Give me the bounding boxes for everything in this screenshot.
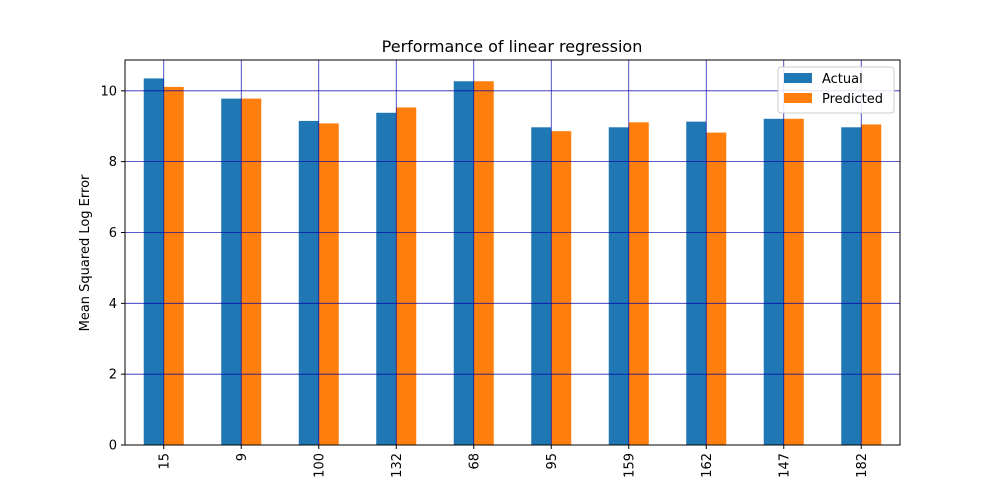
y-tick-label: 6 xyxy=(109,226,117,241)
bar-predicted-159 xyxy=(628,122,649,446)
bar-predicted-95 xyxy=(551,131,572,445)
x-tick-label: 68 xyxy=(467,453,482,470)
legend-label-actual: Actual xyxy=(822,72,863,87)
y-axis-ticks: 0 2 4 6 8 10 xyxy=(100,84,125,454)
bar-actual-15 xyxy=(143,78,164,445)
x-tick-label: 95 xyxy=(545,453,560,470)
bar-actual-159 xyxy=(608,127,629,445)
plot-frame xyxy=(124,59,901,446)
bar-actual-147 xyxy=(763,118,784,445)
bar-predicted-9 xyxy=(241,98,262,445)
chart-title: Performance of linear regression xyxy=(382,37,643,56)
bar-predicted-68 xyxy=(473,81,494,445)
bar-predicted-132 xyxy=(396,107,417,445)
bar-actual-132 xyxy=(376,112,397,446)
legend: Actual Predicted xyxy=(777,66,895,114)
bar-predicted-100 xyxy=(318,123,339,445)
bar-actual-100 xyxy=(298,120,319,446)
bar-predicted-182 xyxy=(861,124,882,445)
x-tick-label: 162 xyxy=(700,453,715,478)
legend-swatch-actual xyxy=(784,73,812,83)
bar-actual-9 xyxy=(221,98,242,445)
bars-group xyxy=(143,78,882,446)
bar-actual-182 xyxy=(841,127,862,445)
x-axis-ticks: 15 9 100 132 68 95 159 162 147 182 xyxy=(157,445,870,478)
bar-predicted-162 xyxy=(706,132,727,445)
y-tick-label: 0 xyxy=(109,439,117,454)
y-tick-label: 10 xyxy=(100,84,117,99)
x-tick-label: 182 xyxy=(855,453,870,478)
x-tick-label: 147 xyxy=(777,453,792,478)
x-tick-label: 9 xyxy=(235,453,250,461)
bar-actual-162 xyxy=(686,121,707,446)
y-tick-label: 4 xyxy=(109,297,117,312)
bar-predicted-147 xyxy=(783,118,804,445)
legend-label-predicted: Predicted xyxy=(822,92,883,107)
x-tick-label: 132 xyxy=(390,453,405,478)
legend-swatch-predicted xyxy=(784,93,812,103)
bar-predicted-15 xyxy=(163,86,184,445)
x-tick-label: 15 xyxy=(157,453,172,470)
x-tick-label: 100 xyxy=(312,453,327,478)
x-tick-label: 159 xyxy=(622,453,637,478)
y-tick-label: 2 xyxy=(109,368,117,383)
y-axis-label: Mean Squared Log Error xyxy=(78,174,93,331)
bar-actual-95 xyxy=(531,127,552,445)
bar-actual-68 xyxy=(453,81,474,445)
y-tick-label: 8 xyxy=(109,155,117,170)
